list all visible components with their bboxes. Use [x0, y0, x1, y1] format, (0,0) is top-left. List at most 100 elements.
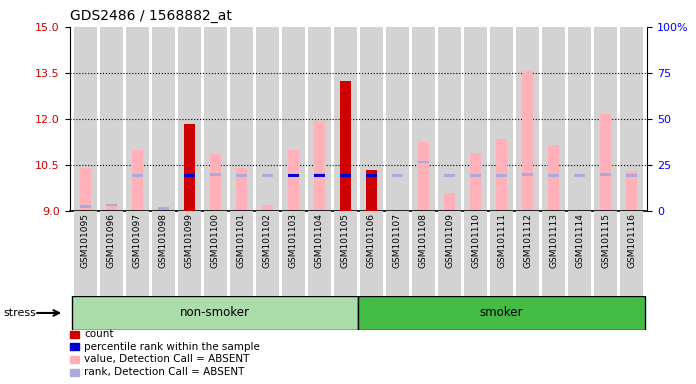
Text: value, Detection Call = ABSENT: value, Detection Call = ABSENT	[84, 354, 250, 364]
Text: GSM101115: GSM101115	[601, 213, 610, 268]
Bar	[542, 27, 565, 211]
Bar	[360, 211, 383, 296]
Bar	[464, 211, 487, 296]
Bar	[522, 71, 533, 211]
Bar	[490, 27, 513, 211]
Bar	[340, 174, 351, 177]
Bar	[80, 205, 90, 208]
Bar	[308, 211, 331, 296]
Bar	[210, 154, 221, 211]
Bar	[360, 27, 383, 211]
Bar	[236, 174, 247, 177]
Bar	[340, 81, 351, 211]
Bar	[210, 173, 221, 176]
Bar	[152, 27, 175, 211]
Bar	[126, 211, 149, 296]
Bar	[386, 27, 409, 211]
Text: GDS2486 / 1568882_at: GDS2486 / 1568882_at	[70, 9, 232, 23]
Bar	[262, 174, 273, 177]
Bar	[620, 211, 643, 296]
Bar	[262, 205, 273, 211]
Text: GSM101113: GSM101113	[549, 213, 558, 268]
Bar	[366, 170, 377, 211]
Bar	[314, 173, 325, 176]
Text: GSM101111: GSM101111	[497, 213, 506, 268]
Bar	[204, 211, 227, 296]
Bar	[308, 27, 331, 211]
Bar	[626, 174, 637, 177]
Bar	[132, 174, 143, 177]
Bar	[334, 211, 357, 296]
Bar	[106, 205, 117, 211]
Bar	[288, 174, 299, 177]
Text: GSM101105: GSM101105	[341, 213, 350, 268]
Bar	[132, 150, 143, 211]
Bar	[438, 27, 461, 211]
Bar	[444, 174, 455, 177]
Text: GSM101095: GSM101095	[81, 213, 90, 268]
Bar	[72, 296, 358, 330]
Text: count: count	[84, 329, 113, 339]
Bar	[178, 211, 200, 296]
Text: GSM101116: GSM101116	[627, 213, 636, 268]
Bar	[282, 211, 305, 296]
Bar	[516, 27, 539, 211]
Text: GSM101112: GSM101112	[523, 213, 532, 268]
Bar	[470, 153, 481, 211]
Bar	[548, 174, 559, 177]
Bar	[412, 211, 435, 296]
Bar	[126, 27, 149, 211]
Bar	[184, 174, 195, 177]
Bar	[314, 121, 325, 211]
Bar	[74, 211, 97, 296]
Bar	[568, 211, 591, 296]
Bar	[230, 27, 253, 211]
Bar	[80, 168, 90, 211]
Bar	[412, 27, 435, 211]
Text: smoker: smoker	[480, 306, 523, 319]
Bar	[548, 145, 559, 211]
Bar	[288, 174, 299, 177]
Text: GSM101104: GSM101104	[315, 213, 324, 268]
Text: GSM101110: GSM101110	[471, 213, 480, 268]
Bar	[184, 124, 195, 211]
Bar	[236, 168, 247, 211]
Bar	[516, 211, 539, 296]
Text: GSM101106: GSM101106	[367, 213, 376, 268]
Text: GSM101099: GSM101099	[185, 213, 193, 268]
Text: GSM101098: GSM101098	[159, 213, 168, 268]
Bar	[178, 27, 200, 211]
Bar	[626, 171, 637, 211]
Bar	[152, 211, 175, 296]
Bar	[358, 296, 644, 330]
Bar	[386, 211, 409, 296]
Bar	[496, 139, 507, 211]
Bar	[594, 27, 617, 211]
Bar	[464, 27, 487, 211]
Bar	[438, 211, 461, 296]
Bar	[74, 27, 97, 211]
Bar	[230, 211, 253, 296]
Bar	[184, 164, 195, 211]
Bar	[600, 173, 611, 176]
Bar	[568, 27, 591, 211]
Bar	[184, 174, 195, 177]
Text: non-smoker: non-smoker	[180, 306, 251, 319]
Bar	[620, 27, 643, 211]
Text: GSM101100: GSM101100	[211, 213, 220, 268]
Bar	[106, 204, 117, 207]
Bar	[600, 114, 611, 211]
Bar	[158, 207, 168, 210]
Text: rank, Detection Call = ABSENT: rank, Detection Call = ABSENT	[84, 367, 244, 377]
Text: GSM101107: GSM101107	[393, 213, 402, 268]
Bar	[418, 142, 429, 211]
Bar	[470, 174, 481, 177]
Bar	[542, 211, 565, 296]
Bar	[366, 174, 377, 177]
Bar	[256, 27, 279, 211]
Bar	[100, 27, 122, 211]
Bar	[496, 174, 507, 177]
Bar	[392, 210, 403, 211]
Bar	[334, 27, 357, 211]
Text: GSM101096: GSM101096	[106, 213, 116, 268]
